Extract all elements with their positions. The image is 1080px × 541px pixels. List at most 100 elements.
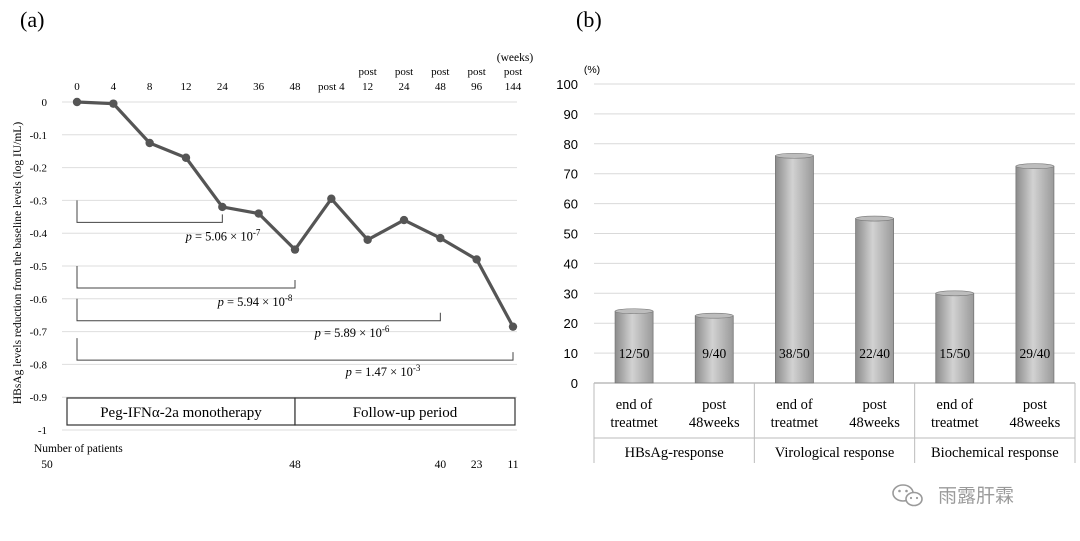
category-label: post <box>702 397 726 413</box>
category-label: treatmet <box>771 415 819 431</box>
series-line <box>76 100 515 328</box>
bar-group: 29/40 <box>1015 163 1055 384</box>
y-tick-label: 50 <box>564 227 578 242</box>
bar-data-label: 9/40 <box>702 346 726 361</box>
patients-count: 11 <box>507 459 518 471</box>
panel-a-y-axis-label: HBsAg levels reduction from the baseline… <box>12 122 24 404</box>
p-value-label: p = 1.47 × 10-3 <box>345 363 421 379</box>
p-value-text: = 5.94 × 10 <box>224 295 285 309</box>
bar-cap <box>855 215 894 222</box>
data-point <box>472 255 481 264</box>
x-tick-label: 48 <box>435 81 447 93</box>
y-tick-label: -0.8 <box>30 359 48 371</box>
patients-count: 50 <box>41 459 53 471</box>
panel-a-periods: Peg-IFNα-2a monotherapy Follow-up period <box>66 397 516 426</box>
category-label: 48weeks <box>689 415 740 431</box>
x-tick-label: 96 <box>471 81 483 93</box>
x-tick-label: post 4 <box>318 81 345 93</box>
panel-a-comparisons: p = 5.06 × 10-7p = 5.94 × 10-8p = 5.89 ×… <box>76 200 514 379</box>
y-tick-label: 60 <box>564 197 578 212</box>
y-tick-label: -0.9 <box>30 392 48 404</box>
y-tick-label: -0.3 <box>30 195 48 207</box>
y-tick-label: 0 <box>571 376 578 391</box>
bar <box>935 292 975 384</box>
data-point <box>508 322 518 331</box>
x-tick-label: 48 <box>290 81 302 93</box>
x-tick-label-top: post <box>395 66 413 78</box>
category-label: post <box>862 397 886 413</box>
data-point <box>290 245 300 254</box>
watermark-text: 雨露肝霖 <box>938 486 1014 507</box>
y-tick-label: 70 <box>564 167 578 182</box>
x-tick-label: 24 <box>217 81 229 93</box>
panel-b-label: (b) <box>576 7 602 32</box>
p-value-exponent: -3 <box>413 363 421 373</box>
y-tick-label: -1 <box>38 425 47 437</box>
panel-a-y-ticks: 0 -0.1 -0.2 -0.3 -0.4 -0.5 -0.6 -0.7 -0.8 -0.9 -1 <box>30 97 48 437</box>
patients-count: 23 <box>471 459 483 471</box>
bracket-line <box>76 266 296 289</box>
category-label: end of <box>776 397 813 413</box>
y-tick-label: -0.6 <box>30 294 48 306</box>
x-tick-label: 24 <box>399 81 411 93</box>
category-label: end of <box>936 397 973 413</box>
y-tick-label: -0.7 <box>30 327 48 339</box>
comparison-bracket: p = 5.06 × 10-7 <box>76 200 261 243</box>
x-tick-label-top: post <box>431 66 449 78</box>
bar-group: 12/50 <box>614 308 654 384</box>
bracket-line <box>76 298 441 322</box>
data-point <box>218 202 227 212</box>
data-point <box>436 233 445 243</box>
y-tick-label: 30 <box>564 286 578 301</box>
x-tick-label: 144 <box>505 81 522 93</box>
x-tick-label-top: post <box>358 66 376 78</box>
panel-a-label: (a) <box>20 7 44 32</box>
panel-a-series <box>72 97 518 331</box>
y-tick-label: 80 <box>564 137 578 152</box>
bar-data-label: 38/50 <box>779 346 810 361</box>
period-label: Follow-up period <box>353 405 458 421</box>
bar-group: 38/50 <box>775 152 814 384</box>
bracket-line <box>76 200 223 223</box>
panel-a-x-unit: (weeks) <box>497 52 534 64</box>
bar-group: 9/40 <box>694 312 734 384</box>
panel-b-grid <box>594 83 1075 384</box>
category-label: 48weeks <box>849 415 900 431</box>
x-tick-label-top: post <box>467 66 485 78</box>
x-tick-label: 36 <box>253 81 265 93</box>
y-tick-label: 90 <box>564 107 578 122</box>
data-point <box>72 97 82 107</box>
category-label: 48weeks <box>1010 415 1061 431</box>
x-tick-label: 12 <box>362 81 373 93</box>
wechat-icon <box>892 484 923 507</box>
bar-cap <box>1015 163 1055 170</box>
p-value-exponent: -8 <box>285 293 293 303</box>
x-tick-label: 8 <box>147 81 153 93</box>
comparison-bracket: p = 1.47 × 10-3 <box>76 338 514 379</box>
data-point <box>254 209 263 218</box>
panel-b: (b) (%) 0 10 20 30 40 50 60 70 80 90 100 12/50 9/40… <box>556 7 1076 463</box>
p-value-text: = 1.47 × 10 <box>352 365 413 379</box>
period-label: Peg-IFNα-2a monotherapy <box>100 405 262 421</box>
p-symbol: p <box>185 229 192 243</box>
p-symbol: p <box>314 326 321 340</box>
bar-cap <box>775 152 814 159</box>
bar-cap <box>935 290 975 297</box>
panel-a: (a) HBsAg levels reduction from the base… <box>12 7 533 471</box>
group-label: HBsAg-response <box>625 445 724 461</box>
p-value-text: = 5.06 × 10 <box>192 229 253 243</box>
bar-data-label: 29/40 <box>1020 346 1051 361</box>
category-label: post <box>1023 397 1047 413</box>
data-point <box>399 215 409 225</box>
p-symbol: p <box>217 295 224 309</box>
bar-data-label: 12/50 <box>619 346 650 361</box>
data-point <box>109 99 118 108</box>
category-label: treatmet <box>931 415 979 431</box>
panel-b-categories: end of treatmet post 48weeks end of treatmet p… <box>593 383 1076 463</box>
y-tick-label: 100 <box>556 77 578 92</box>
panel-b-bars: 12/50 9/40 38/50 22/40 15/50 29/40 <box>614 152 1055 384</box>
group-label: Biochemical response <box>931 445 1059 461</box>
bar-cap <box>614 308 654 315</box>
p-value-label: p = 5.94 × 10-8 <box>217 293 293 309</box>
data-point <box>363 235 372 244</box>
